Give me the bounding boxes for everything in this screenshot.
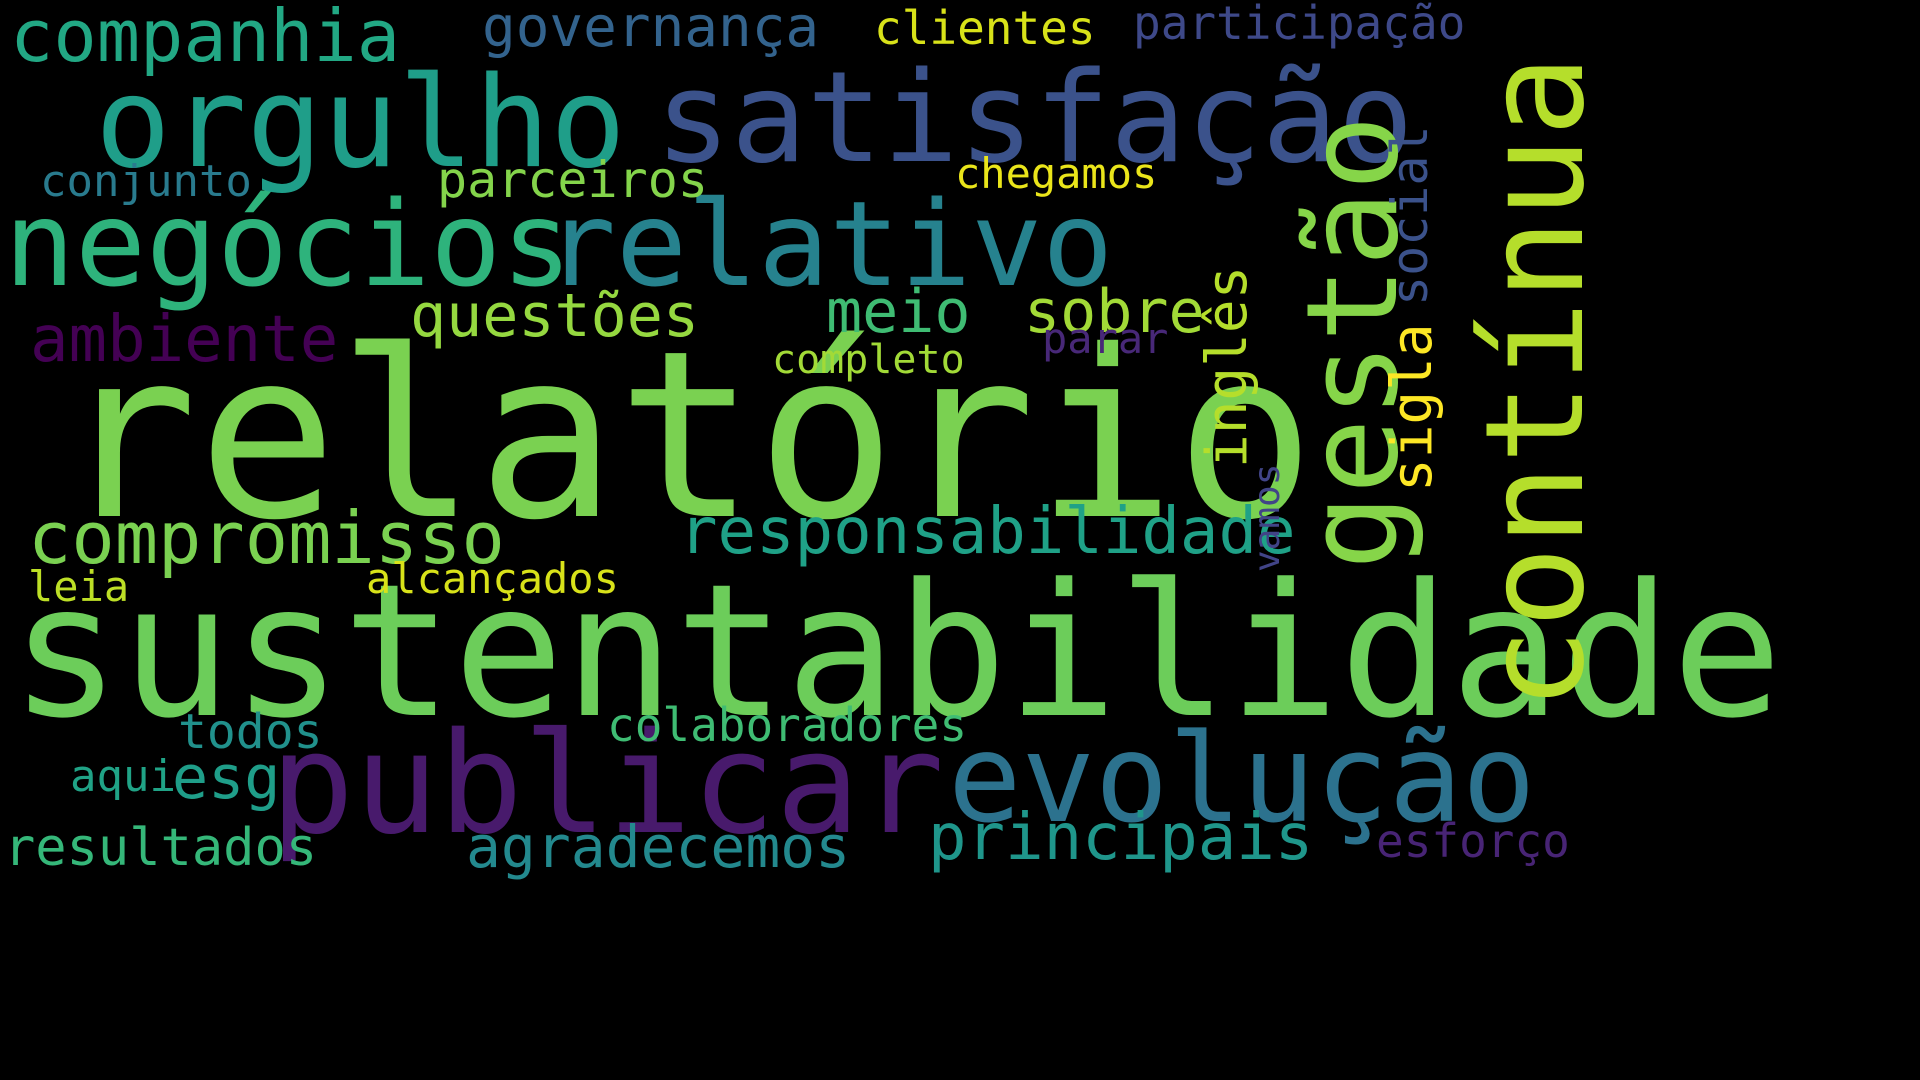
word-sustentabilidade: sustentabilidade xyxy=(10,545,1783,759)
word-meio: meio xyxy=(826,277,971,347)
word-todos: todos xyxy=(178,704,323,760)
word-esforco: esforço xyxy=(1376,814,1570,868)
word-principais: principais xyxy=(928,801,1314,875)
word-conjunto: conjunto xyxy=(40,156,252,207)
word-sigla: sigla xyxy=(1380,323,1445,492)
word-aqui: aqui xyxy=(70,751,176,802)
word-ambiente: ambiente xyxy=(30,303,339,377)
word-clientes: clientes xyxy=(874,1,1096,55)
word-governanca: governança xyxy=(482,0,820,60)
word-leia: leia xyxy=(28,562,130,611)
word-orgulho: orgulho xyxy=(95,49,627,196)
word-vamos: vamos xyxy=(1247,463,1288,572)
word-social: social xyxy=(1381,125,1439,306)
word-negocios: negócios xyxy=(4,175,573,313)
word-parceiros: parceiros xyxy=(437,151,708,209)
word-parar: parar xyxy=(1042,314,1169,363)
word-companhia: companhia xyxy=(10,0,401,78)
word-compromisso: compromisso xyxy=(28,496,505,580)
word-responsabilidade: responsabilidade xyxy=(679,495,1296,569)
word-relativo: relativo xyxy=(545,175,1114,313)
word-publicar: publicar xyxy=(270,703,945,866)
word-evolucao: evolução xyxy=(948,708,1536,850)
word-colaboradores: colaboradores xyxy=(607,698,968,752)
word-questoes: questões xyxy=(410,281,699,351)
word-relatorio: relatório xyxy=(58,301,1316,571)
word-chegamos: chegamos xyxy=(955,149,1158,198)
word-alcancados: alcançados xyxy=(366,554,619,603)
word-agradecemos: agradecemos xyxy=(466,813,851,881)
word-esg: esg xyxy=(172,743,281,813)
word-completo: completo xyxy=(772,337,965,383)
word-satisfacao: satisfação xyxy=(655,44,1414,191)
word-resultados: resultados xyxy=(4,818,318,878)
word-participacao: participação xyxy=(1133,0,1466,50)
word-sobre: sobre xyxy=(1024,277,1205,347)
word-ingles: inglês xyxy=(1195,265,1260,468)
word-continua: contínua xyxy=(1457,54,1615,710)
